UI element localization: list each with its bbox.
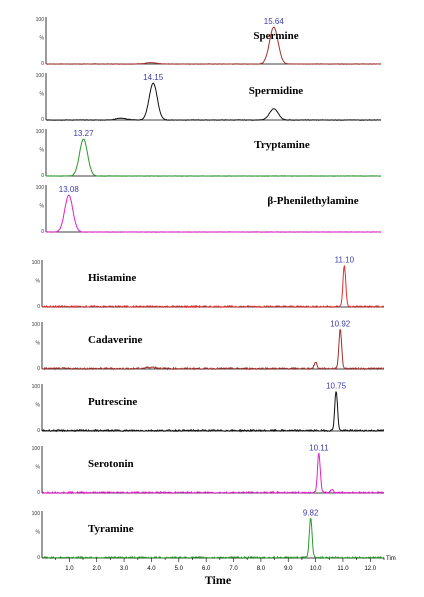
compound-name: Histamine	[88, 272, 136, 284]
x-tick-label: 2.0	[93, 566, 102, 572]
chromatogram-trace	[41, 452, 384, 495]
peak-label: 13.08	[59, 185, 80, 194]
chromatogram-trace	[42, 517, 385, 560]
y-tick-label-percent: %	[36, 402, 41, 408]
x-tick-label: 6.0	[202, 566, 211, 572]
x-tick-label: 9.0	[284, 566, 293, 572]
chromatogram-trace	[45, 138, 382, 177]
y-tick-label-100: 100	[32, 384, 41, 390]
x-axis-title: Time	[205, 573, 232, 587]
chromatogram-trace	[45, 194, 382, 233]
y-tick-label-0: 0	[41, 173, 44, 179]
compound-name: Tyramine	[88, 523, 134, 535]
y-tick-label-0: 0	[37, 555, 40, 561]
x-tick-label: 10.0	[310, 566, 322, 572]
y-tick-label-100: 100	[32, 446, 41, 452]
y-tick-label-0: 0	[41, 61, 44, 67]
compound-name: Spermine	[253, 30, 298, 42]
y-tick-label-100: 100	[36, 73, 45, 79]
y-tick-label-0: 0	[41, 117, 44, 123]
compound-name: Serotonin	[88, 458, 134, 470]
x-tick-label: 3.0	[120, 566, 129, 572]
y-tick-label-percent: %	[36, 529, 41, 535]
peak-label: 9.82	[303, 508, 319, 517]
x-tick-label: 1.0	[65, 566, 74, 572]
y-tick-label-percent: %	[40, 147, 45, 153]
y-tick-label-percent: %	[40, 91, 45, 97]
chromatogram-trace	[46, 82, 382, 121]
peak-label: 14.15	[143, 73, 164, 82]
y-tick-label-100: 100	[32, 260, 41, 266]
y-tick-label-percent: %	[40, 35, 45, 41]
x-tick-label: 7.0	[229, 566, 238, 572]
y-tick-label-percent: %	[36, 278, 41, 284]
compound-name: Spermidine	[249, 85, 304, 97]
y-tick-label-100: 100	[36, 185, 45, 191]
peak-label: 10.75	[326, 381, 347, 390]
chromatogram-trace	[41, 391, 385, 433]
y-tick-label-percent: %	[40, 203, 45, 209]
chromatogram-trace	[46, 26, 382, 65]
y-tick-label-0: 0	[37, 304, 40, 310]
y-tick-label-0: 0	[37, 428, 40, 434]
y-tick-label-percent: %	[36, 464, 41, 470]
x-tick-label: 12.0	[364, 566, 376, 572]
y-tick-label-100: 100	[36, 129, 45, 135]
y-tick-label-0: 0	[41, 229, 44, 235]
y-tick-label-percent: %	[36, 340, 41, 346]
compound-name: β-Phenilethylamine	[267, 195, 358, 207]
x-tick-label: 11.0	[337, 566, 349, 572]
x-tick-label: 4.0	[147, 566, 156, 572]
chromatogram-trace	[41, 329, 385, 371]
peak-label: 13.27	[74, 129, 95, 138]
y-tick-label-100: 100	[36, 17, 45, 23]
y-tick-label-0: 0	[37, 490, 40, 496]
peak-label: 10.92	[330, 319, 351, 328]
y-tick-label-100: 100	[32, 511, 41, 517]
x-axis-unit-label: Tim	[386, 556, 396, 562]
peak-label: 10.11	[309, 443, 329, 452]
chromatogram-trace	[41, 265, 385, 309]
peak-label: 11.10	[335, 256, 355, 265]
x-tick-label: 8.0	[257, 566, 266, 572]
y-tick-label-100: 100	[32, 322, 41, 328]
compound-name: Putrescine	[88, 396, 137, 408]
peak-label: 15.64	[264, 17, 285, 26]
y-tick-label-0: 0	[37, 366, 40, 372]
compound-name: Tryptamine	[254, 139, 310, 151]
compound-name: Cadaverine	[88, 334, 143, 346]
x-tick-label: 5.0	[175, 566, 184, 572]
